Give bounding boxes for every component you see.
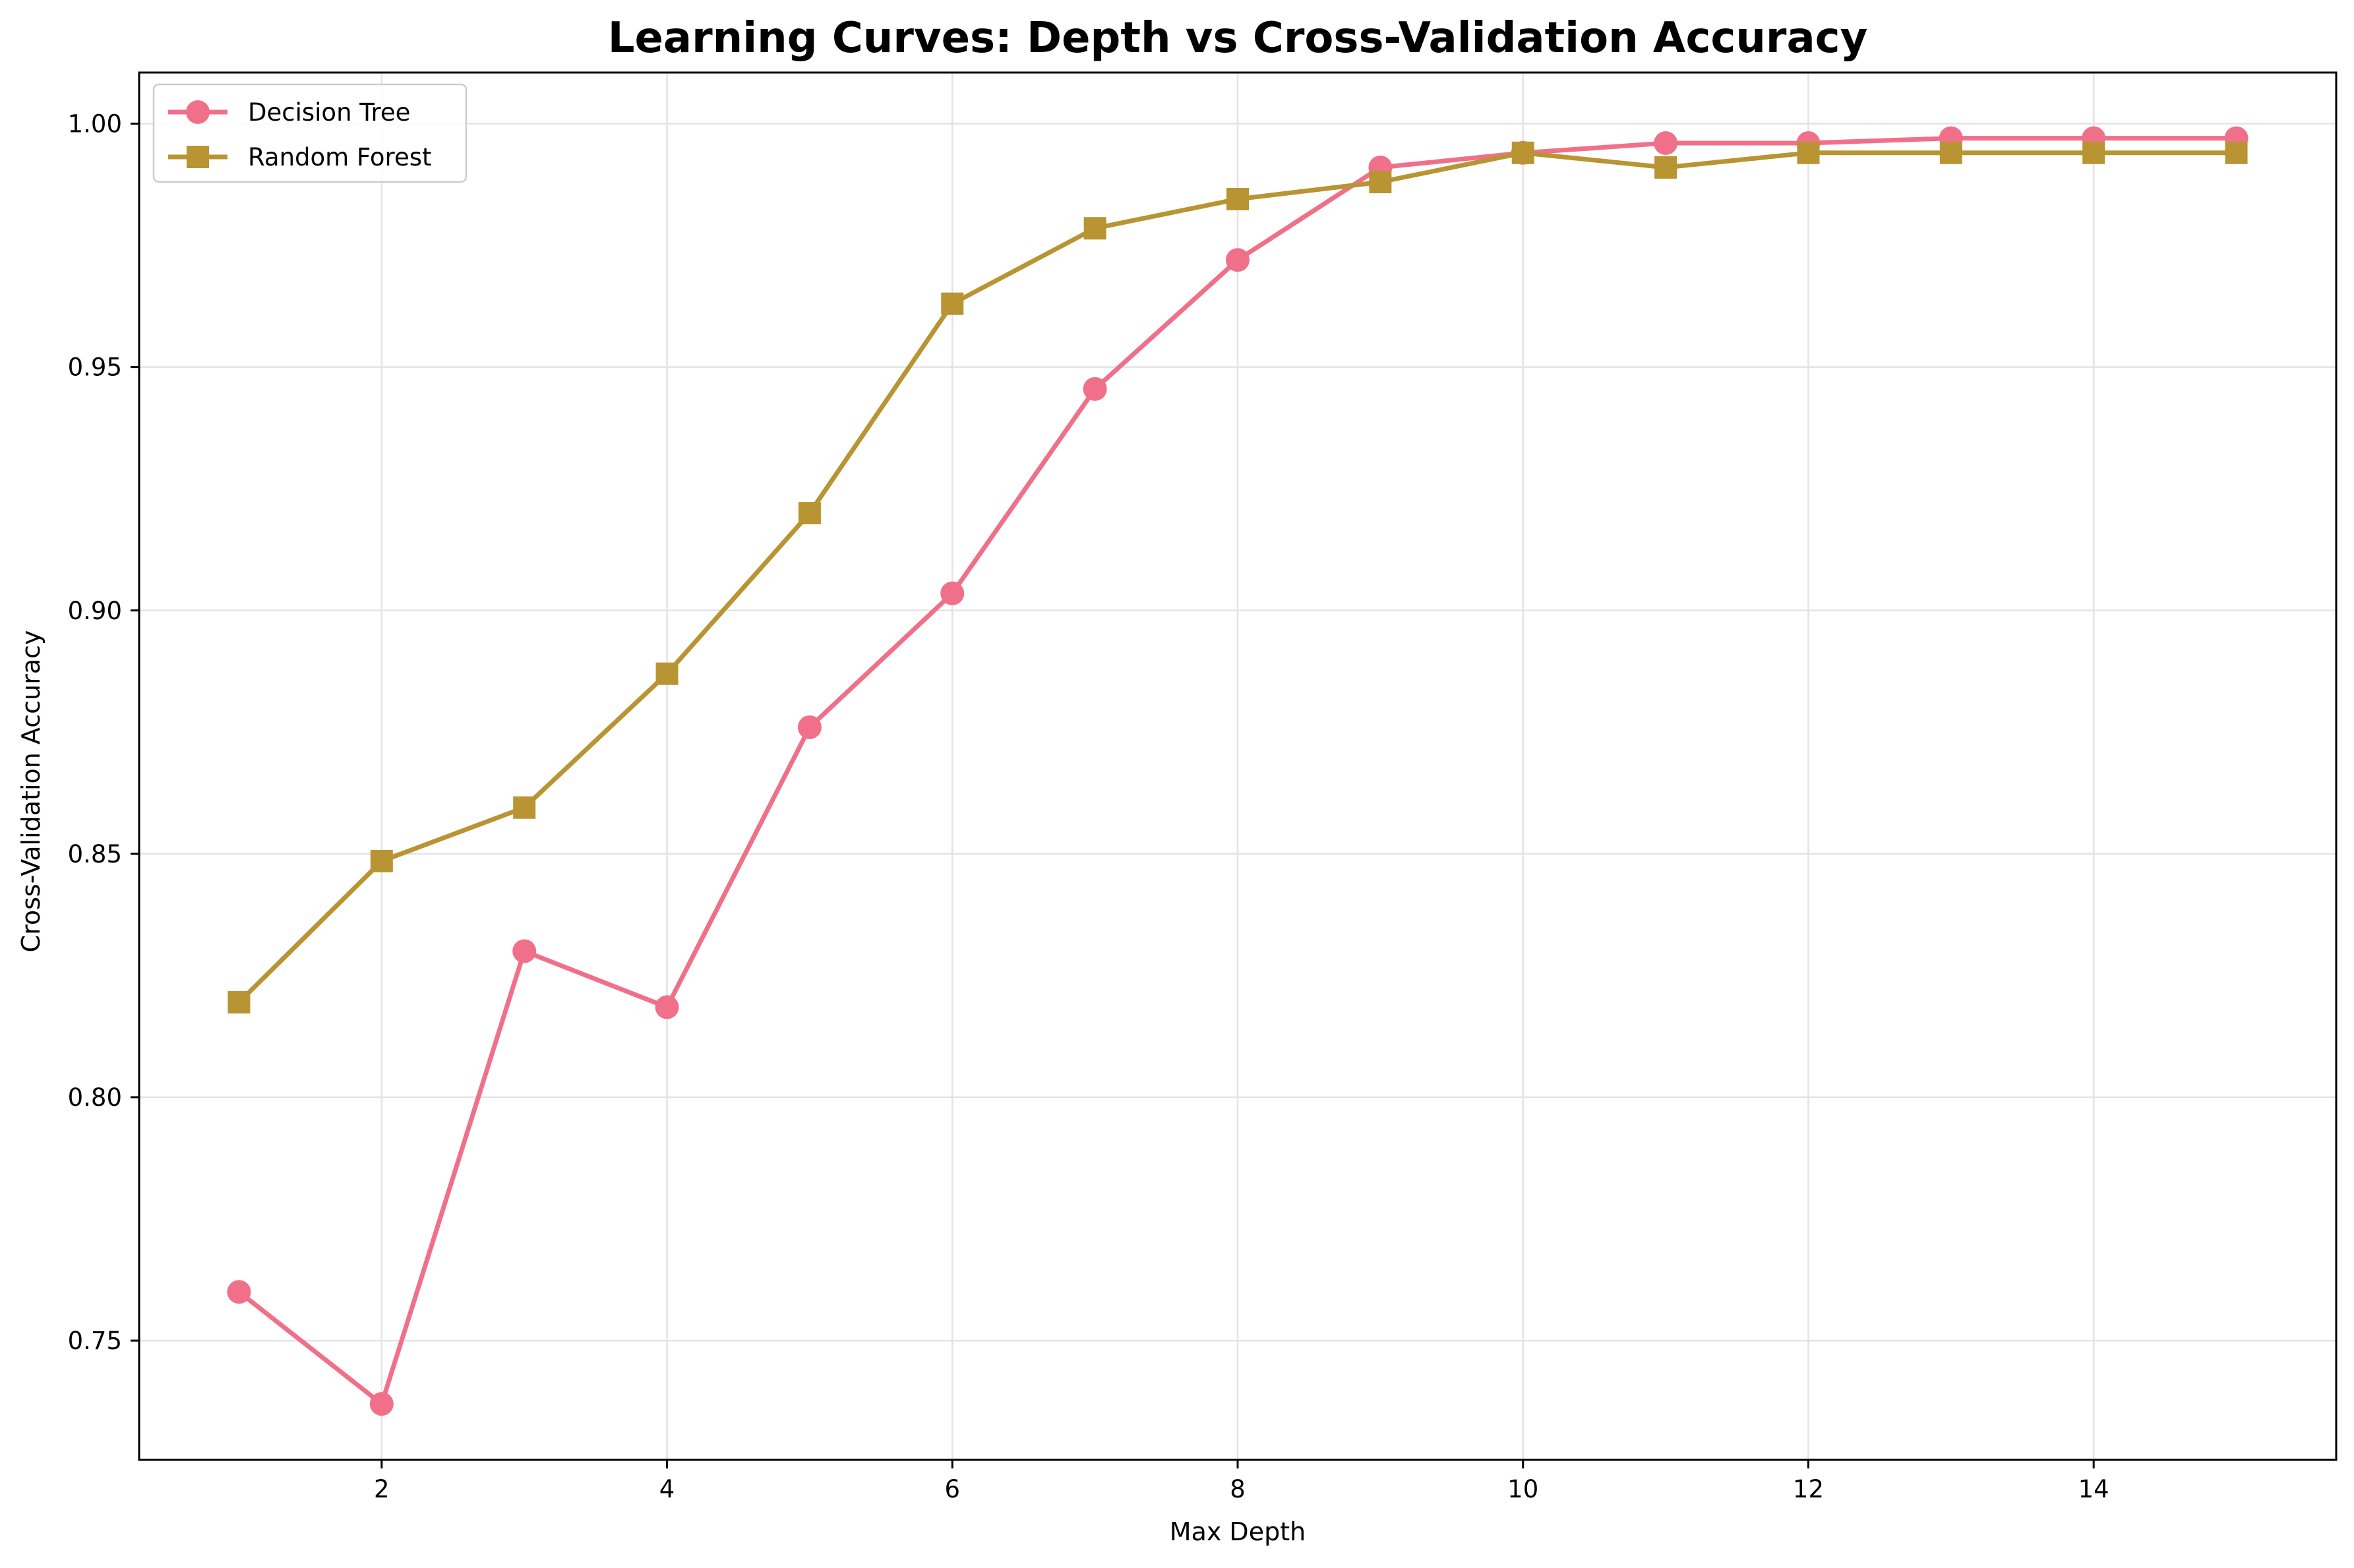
y-tick-label: 0.90 — [68, 597, 122, 625]
x-tick-label: 6 — [944, 1475, 960, 1503]
tick-layer: 2 4 6 8 10 12 14 0.75 0.80 0.85 0.90 0.95 1.00 — [68, 110, 2109, 1503]
x-axis-label: Max Depth — [1170, 1517, 1306, 1546]
decision-tree-point — [512, 939, 537, 963]
y-tick-label: 0.80 — [68, 1083, 122, 1112]
random-forest-point — [1369, 171, 1392, 194]
series-random-forest — [227, 141, 2248, 1014]
legend: Decision Tree Random Forest — [152, 83, 468, 183]
random-forest-point — [1939, 141, 1962, 164]
x-tick-label: 2 — [374, 1475, 390, 1503]
random-forest-point — [370, 849, 393, 872]
random-forest-point — [227, 991, 251, 1014]
y-tick-label: 0.85 — [68, 840, 122, 868]
decision-tree-point — [797, 715, 822, 739]
random-forest-point — [1654, 156, 1677, 179]
grid-layer — [139, 73, 2336, 1460]
x-tick-label: 8 — [1230, 1475, 1246, 1503]
x-tick-label: 4 — [659, 1475, 675, 1503]
x-tick-label: 12 — [1793, 1475, 1824, 1503]
legend-label: Random Forest — [248, 143, 432, 171]
x-tick-label: 14 — [2078, 1475, 2109, 1503]
y-tick-label: 0.75 — [68, 1327, 122, 1355]
random-forest-point — [655, 662, 679, 685]
random-forest-point — [2225, 141, 2248, 164]
random-forest-point — [1083, 217, 1106, 240]
decision-tree-point — [940, 581, 965, 605]
legend-marker-random-forest — [187, 146, 209, 168]
y-axis-label: Cross-Validation Accuracy — [16, 630, 45, 953]
random-forest-point — [1797, 141, 1820, 164]
y-tick-label: 0.95 — [68, 353, 122, 382]
legend-item-decision-tree: Decision Tree — [168, 98, 410, 127]
decision-tree-point — [1654, 131, 1678, 156]
legend-box — [152, 83, 468, 183]
decision-tree-point — [655, 995, 679, 1019]
x-tick-label: 10 — [1507, 1475, 1538, 1503]
random-forest-point — [798, 502, 821, 525]
random-forest-point — [513, 796, 536, 819]
decision-tree-point — [369, 1392, 394, 1416]
legend-marker-decision-tree — [186, 100, 210, 124]
legend-item-random-forest: Random Forest — [168, 143, 432, 171]
y-tick-label: 1.00 — [68, 110, 122, 138]
random-forest-point — [1226, 187, 1249, 210]
series-layer — [227, 126, 2248, 1416]
chart-title: Learning Curves: Depth vs Cross-Validati… — [608, 14, 1868, 63]
decision-tree-point — [1083, 377, 1107, 401]
random-forest-point — [1511, 141, 1534, 164]
legend-label: Decision Tree — [248, 98, 410, 127]
random-forest-point — [941, 292, 964, 315]
decision-tree-point — [227, 1280, 251, 1304]
random-forest-point — [2082, 141, 2105, 164]
decision-tree-point — [1226, 248, 1250, 272]
